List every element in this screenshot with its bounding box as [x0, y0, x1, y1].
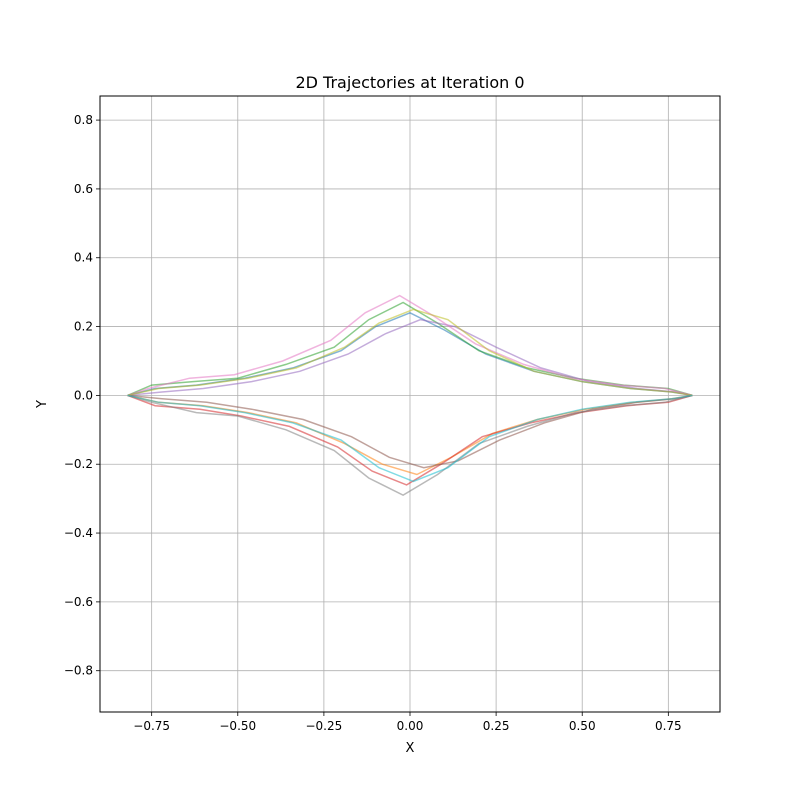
x-tick-label: 0.75 — [655, 719, 682, 733]
y-tick-label: −0.8 — [64, 664, 93, 678]
trajectory-line — [127, 394, 693, 497]
y-tick-label: 0.2 — [74, 320, 93, 334]
trajectory-line — [127, 308, 693, 397]
trajectory-line — [127, 394, 693, 483]
x-tick-label: −0.25 — [305, 719, 342, 733]
x-tick-label: 0.00 — [397, 719, 424, 733]
y-tick-label: −0.2 — [64, 457, 93, 471]
x-tick-label: −0.75 — [133, 719, 170, 733]
x-axis-ticks: −0.75 −0.50 −0.25 0.00 0.25 0.50 0.75 — [133, 712, 682, 733]
y-tick-label: 0.8 — [74, 113, 93, 127]
y-tick-label: −0.6 — [64, 595, 93, 609]
y-tick-label: 0.6 — [74, 182, 93, 196]
x-axis-label: X — [406, 741, 415, 756]
y-axis-label: Y — [35, 400, 50, 409]
y-tick-label: 0.0 — [74, 388, 93, 402]
chart-title: 2D Trajectories at Iteration 0 — [295, 73, 524, 92]
trajectory-line — [127, 318, 693, 397]
trajectory-line — [127, 394, 693, 469]
y-axis-ticks: −0.8 −0.6 −0.4 −0.2 0.0 0.2 0.4 0.6 0.8 — [64, 113, 100, 678]
x-tick-label: 0.50 — [569, 719, 596, 733]
series-layer — [127, 294, 693, 497]
x-tick-label: 0.25 — [483, 719, 510, 733]
x-tick-label: −0.50 — [219, 719, 256, 733]
plot-area — [99, 95, 721, 713]
trajectory-line — [127, 294, 693, 397]
y-tick-label: 0.4 — [74, 251, 93, 265]
y-tick-label: −0.4 — [64, 526, 93, 540]
